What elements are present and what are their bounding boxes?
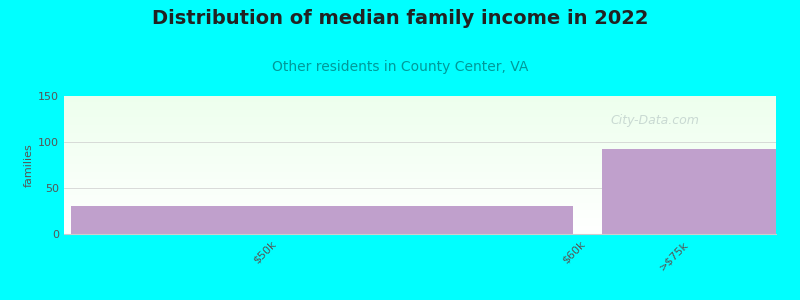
Text: Distribution of median family income in 2022: Distribution of median family income in … — [152, 9, 648, 28]
FancyBboxPatch shape — [71, 206, 573, 234]
FancyBboxPatch shape — [602, 149, 776, 234]
Text: Other residents in County Center, VA: Other residents in County Center, VA — [272, 60, 528, 74]
Text: City-Data.com: City-Data.com — [610, 114, 699, 127]
Y-axis label: families: families — [24, 143, 34, 187]
